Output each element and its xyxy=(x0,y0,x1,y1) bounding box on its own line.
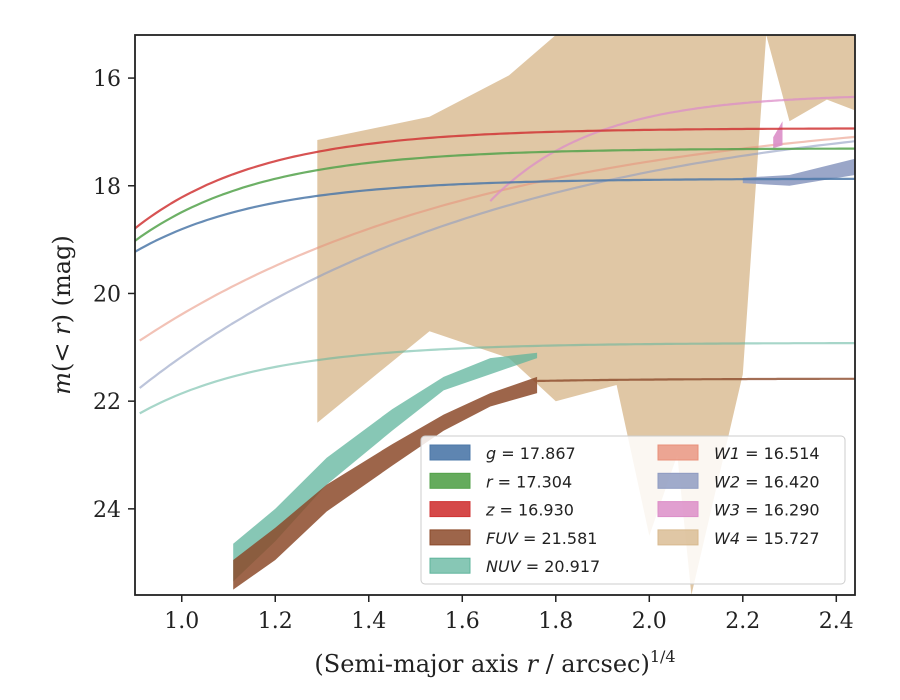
x-tick-label: 2.4 xyxy=(819,609,854,634)
series-line-nuv-3 xyxy=(139,342,855,415)
legend-swatch-w2 xyxy=(657,472,699,489)
legend-swatch-fuv xyxy=(429,529,471,546)
x-tick-label: 1.0 xyxy=(164,609,199,634)
y-tick-label: 18 xyxy=(93,175,121,200)
x-tick-label: 1.2 xyxy=(258,609,293,634)
legend-label-w3: W3 = 16.290 xyxy=(714,501,820,520)
legend-label-w1: W1 = 16.514 xyxy=(714,444,820,463)
series-band-w3-9 xyxy=(773,121,783,149)
legend-label-w2: W2 = 16.420 xyxy=(714,472,820,491)
legend-label-g: g = 17.867 xyxy=(486,444,576,463)
legend-swatch-w1 xyxy=(657,444,699,461)
plot-frame xyxy=(134,34,856,596)
series-line-g-10 xyxy=(135,177,855,253)
x-tick-label: 2.0 xyxy=(632,609,667,634)
legend: g = 17.867 r = 17.304 z = 16.930 FUV = 21.5… xyxy=(420,435,846,585)
y-axis-title: m(< r) (mag) xyxy=(48,235,76,395)
legend-label-nuv: NUV = 20.917 xyxy=(486,557,600,576)
series-band-w2-7 xyxy=(742,158,855,186)
x-tick-label: 1.6 xyxy=(445,609,480,634)
x-tick-label: 1.4 xyxy=(351,609,386,634)
legend-box xyxy=(420,435,846,585)
y-tick-label: 24 xyxy=(93,498,121,523)
legend-label-w4: W4 = 15.727 xyxy=(714,529,820,548)
legend-label-z: z = 16.930 xyxy=(485,501,574,520)
series-line-fuv-4 xyxy=(537,377,855,383)
series-line-w2-6 xyxy=(139,140,855,389)
y-tick-label: 16 xyxy=(93,67,121,92)
series-line-z-12 xyxy=(135,127,855,230)
series-line-r-11 xyxy=(135,147,855,242)
legend-label-fuv: FUV = 21.581 xyxy=(486,529,597,548)
x-tick-label: 2.2 xyxy=(725,609,760,634)
x-axis: 1.0 1.2 1.4 1.6 1.8 2.0 2.2 2.4 xyxy=(164,595,854,634)
legend-swatch-z xyxy=(429,501,471,518)
y-tick-label: 20 xyxy=(93,282,121,307)
legend-swatch-g xyxy=(429,444,471,461)
x-axis-title: (Semi-major axis r / arcsec)1/4 xyxy=(314,647,675,678)
legend-swatch-w3 xyxy=(657,501,699,518)
legend-swatch-w4 xyxy=(657,529,699,546)
legend-swatch-r xyxy=(429,472,471,489)
series-line-w3-8 xyxy=(489,95,855,202)
legend-swatch-nuv xyxy=(429,557,471,574)
legend-label-r: r = 17.304 xyxy=(486,472,572,491)
y-axis: 16 18 20 22 24 xyxy=(93,67,135,523)
y-tick-label: 22 xyxy=(93,390,121,415)
x-tick-label: 1.8 xyxy=(538,609,573,634)
series-band-fuv-2 xyxy=(233,376,538,590)
